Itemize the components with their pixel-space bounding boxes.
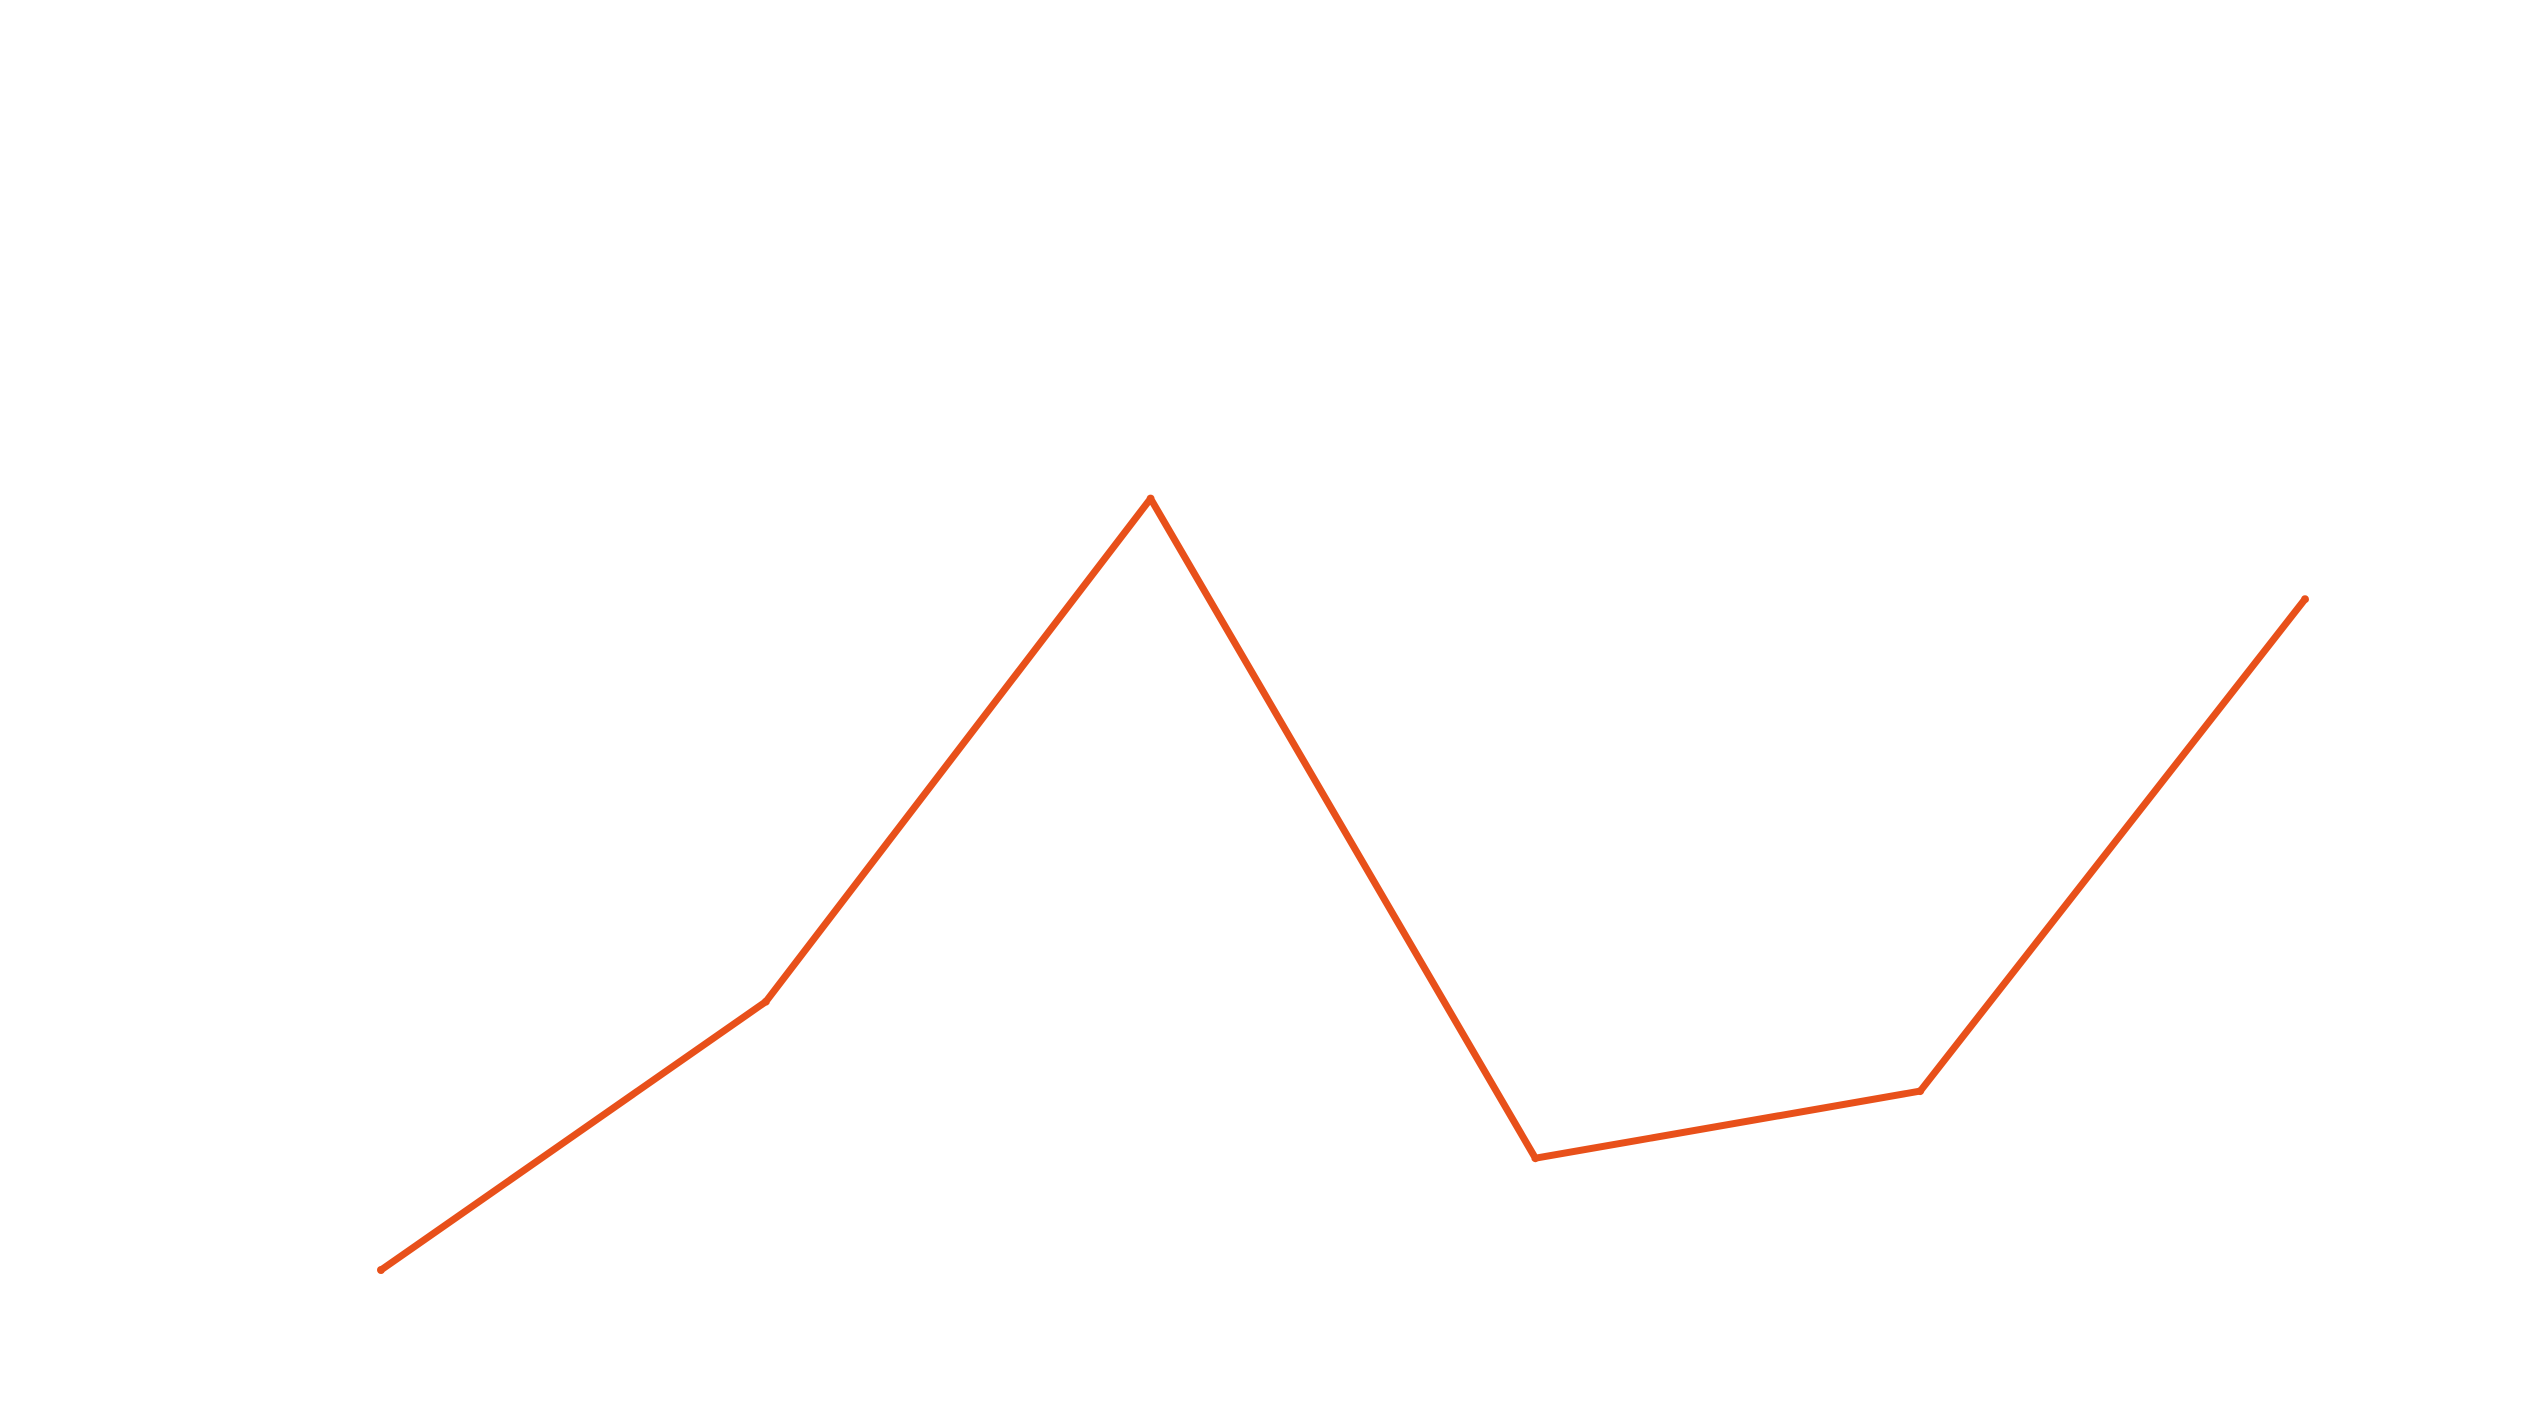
- series-line-0: [377, 495, 2309, 1274]
- data-point: [761, 997, 770, 1006]
- data-point: [2301, 595, 2309, 604]
- data-point: [1916, 1087, 1925, 1096]
- data-point: [1146, 494, 1155, 503]
- data-point: [377, 1266, 385, 1274]
- series-layer: [377, 494, 2309, 1274]
- data-point: [1531, 1154, 1540, 1163]
